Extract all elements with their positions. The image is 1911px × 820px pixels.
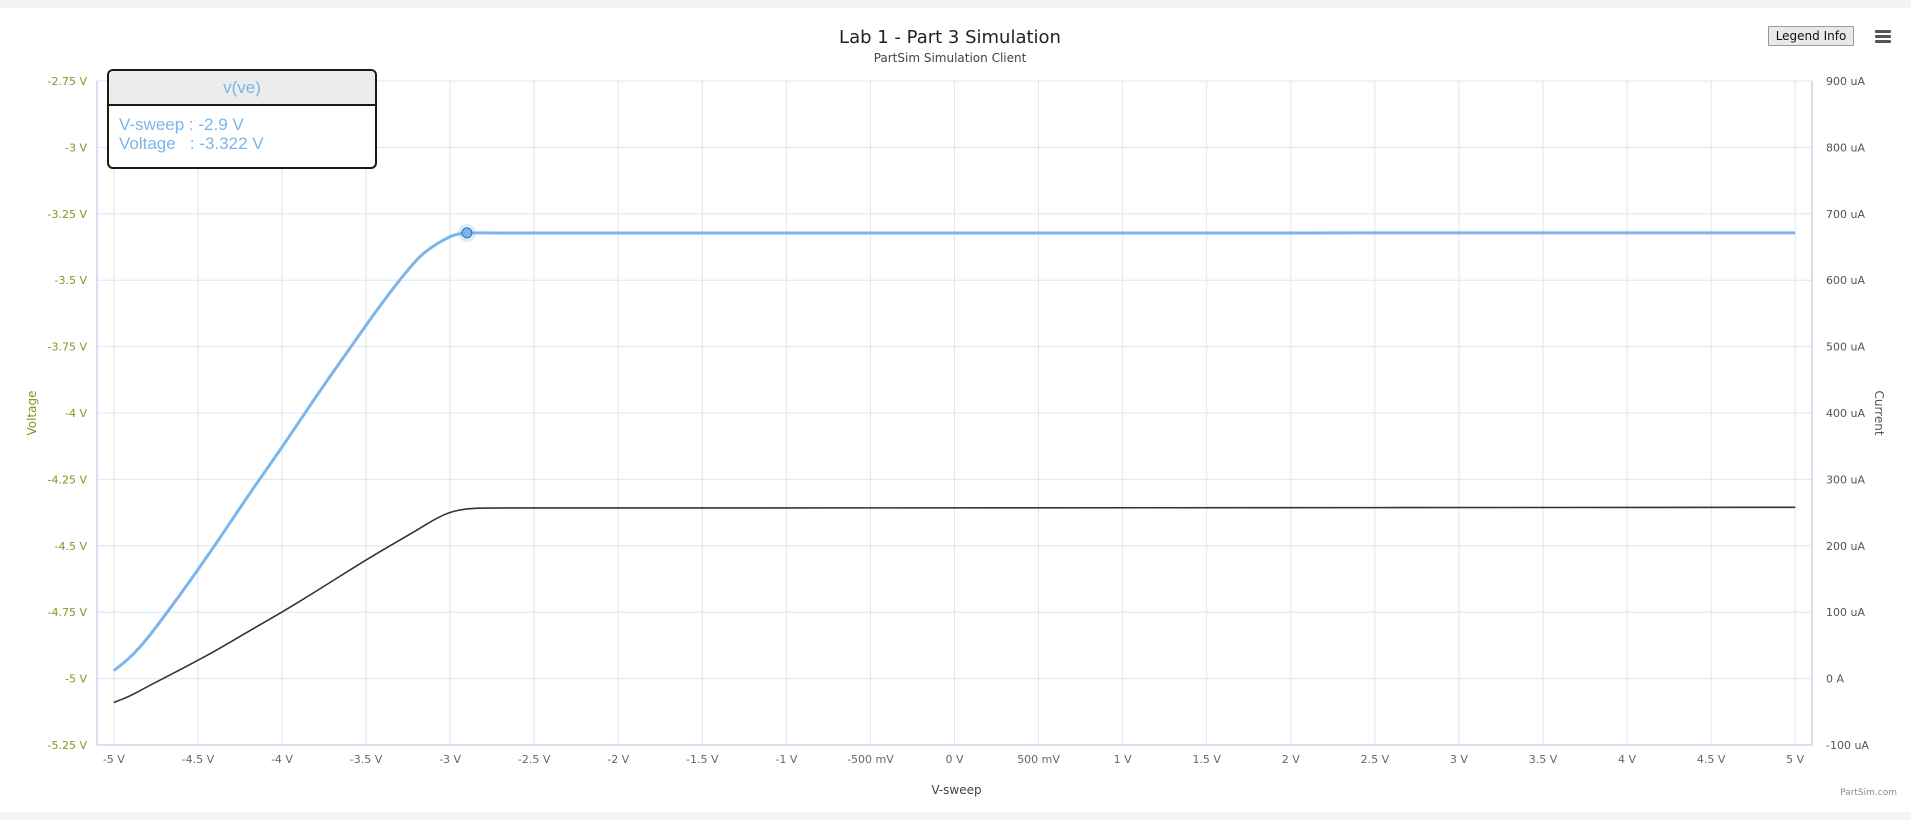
x-axis-title: V-sweep	[931, 783, 981, 797]
x-tick-label: -500 mV	[847, 753, 894, 766]
x-tick-label: -5 V	[103, 753, 125, 766]
x-tick-label: -2 V	[607, 753, 629, 766]
hamburger-menu-icon[interactable]	[1870, 25, 1896, 49]
right-tick-label: 300 uA	[1826, 473, 1865, 486]
x-tick-label: -3.5 V	[350, 753, 383, 766]
left-tick-label: -4 V	[65, 407, 87, 420]
chart-subtitle: PartSim Simulation Client	[874, 51, 1027, 65]
x-tick-label: 4.5 V	[1697, 753, 1726, 766]
x-tick-label: -1.5 V	[686, 753, 719, 766]
left-tick-label: -5.25 V	[48, 739, 88, 752]
x-tick-label: 5 V	[1786, 753, 1804, 766]
grid-lines	[97, 80, 1812, 746]
left-tick-label: -2.75 V	[48, 75, 88, 88]
right-tick-label: 0 A	[1826, 673, 1844, 686]
tooltip-x-value: V-sweep : -2.9 V	[119, 115, 244, 134]
tooltip-body: V-sweep : -2.9 V Voltage : -3.322 V	[109, 106, 375, 162]
highlight-point[interactable]	[461, 227, 473, 239]
left-tick-label: -4.25 V	[48, 473, 88, 486]
left-axis-title: Voltage	[25, 390, 39, 435]
right-tick-label: 700 uA	[1826, 208, 1865, 221]
chart-title: Lab 1 - Part 3 Simulation	[839, 27, 1061, 48]
left-tick-label: -3.5 V	[55, 274, 88, 287]
x-tick-label: 2.5 V	[1361, 753, 1390, 766]
x-tick-label: -3 V	[439, 753, 461, 766]
x-tick-label: -1 V	[775, 753, 797, 766]
x-tick-label: 4 V	[1618, 753, 1636, 766]
right-tick-label: 200 uA	[1826, 540, 1865, 553]
x-tick-label: -4 V	[271, 753, 293, 766]
x-tick-label: -4.5 V	[182, 753, 215, 766]
right-tick-label: -100 uA	[1826, 739, 1869, 752]
x-tick-label: 500 mV	[1017, 753, 1060, 766]
voltage-series-line[interactable]	[112, 231, 1796, 672]
left-tick-label: -4.75 V	[48, 606, 88, 619]
right-axis-title: Current	[1872, 390, 1886, 435]
legend-info-button[interactable]: Legend Info	[1768, 26, 1854, 46]
right-tick-label: 400 uA	[1826, 407, 1865, 420]
chart-svg: Lab 1 - Part 3 Simulation PartSim Simula…	[25, 27, 1886, 797]
left-tick-label: -3.75 V	[48, 341, 88, 354]
axes	[96, 81, 1813, 746]
right-tick-label: 800 uA	[1826, 141, 1865, 154]
axis-labels: -5 V -4.5 V -4 V -3.5 V -3 V -2.5 V -2 V -1.5 V…	[25, 75, 1886, 797]
x-tick-label: 3.5 V	[1529, 753, 1558, 766]
x-tick-label: 0 V	[945, 753, 963, 766]
plot-series[interactable]	[112, 223, 1796, 704]
tooltip-series-name: v(ve)	[109, 71, 375, 106]
x-tick-label: 2 V	[1282, 753, 1300, 766]
left-tick-label: -3.25 V	[48, 208, 88, 221]
x-tick-label: -2.5 V	[518, 753, 551, 766]
x-tick-label: 1.5 V	[1192, 753, 1221, 766]
credits-link[interactable]: PartSim.com	[1840, 788, 1897, 798]
current-series-line[interactable]	[113, 506, 1796, 704]
x-tick-label: 1 V	[1114, 753, 1132, 766]
x-tick-label: 3 V	[1450, 753, 1468, 766]
right-tick-label: 500 uA	[1826, 341, 1865, 354]
right-tick-label: 900 uA	[1826, 75, 1865, 88]
tooltip-y-value: Voltage : -3.322 V	[119, 134, 264, 153]
right-tick-label: 600 uA	[1826, 274, 1865, 287]
left-tick-label: -3 V	[65, 141, 87, 154]
left-tick-label: -4.5 V	[55, 540, 88, 553]
right-tick-label: 100 uA	[1826, 606, 1865, 619]
series-tooltip: v(ve) V-sweep : -2.9 V Voltage : -3.322 …	[107, 69, 377, 169]
chart-container: Lab 1 - Part 3 Simulation PartSim Simula…	[0, 8, 1911, 812]
left-tick-label: -5 V	[65, 673, 87, 686]
